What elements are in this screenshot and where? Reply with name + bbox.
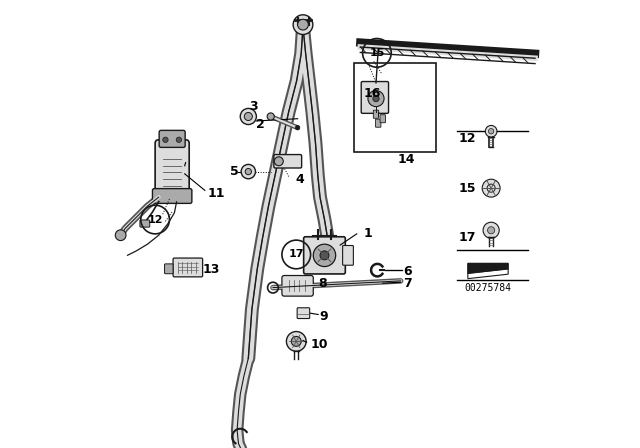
Circle shape — [275, 157, 284, 166]
FancyBboxPatch shape — [173, 258, 203, 277]
Text: 2: 2 — [257, 118, 265, 131]
Text: 15: 15 — [369, 48, 385, 58]
Text: 1: 1 — [364, 227, 372, 241]
Text: 6: 6 — [403, 264, 412, 278]
FancyBboxPatch shape — [140, 220, 150, 227]
Circle shape — [488, 227, 495, 234]
Text: 00275784: 00275784 — [465, 283, 511, 293]
FancyBboxPatch shape — [376, 119, 381, 127]
Circle shape — [245, 168, 252, 175]
FancyBboxPatch shape — [361, 82, 388, 113]
FancyBboxPatch shape — [282, 276, 314, 296]
Text: 9: 9 — [319, 310, 328, 323]
Circle shape — [368, 90, 384, 107]
Circle shape — [115, 230, 126, 241]
Text: 15: 15 — [459, 181, 476, 195]
Circle shape — [293, 15, 313, 34]
FancyBboxPatch shape — [164, 264, 173, 274]
Circle shape — [267, 113, 275, 120]
Circle shape — [373, 95, 379, 102]
FancyBboxPatch shape — [274, 155, 301, 168]
Text: 12: 12 — [459, 132, 476, 146]
Circle shape — [320, 251, 329, 260]
FancyBboxPatch shape — [152, 189, 192, 203]
Circle shape — [482, 179, 500, 197]
Text: 5: 5 — [230, 165, 239, 178]
Bar — [353, 63, 436, 152]
Circle shape — [291, 336, 301, 346]
Circle shape — [287, 332, 306, 351]
Text: 13: 13 — [203, 263, 220, 276]
Text: 11: 11 — [207, 187, 225, 200]
Circle shape — [240, 108, 257, 125]
Text: 7: 7 — [403, 276, 412, 290]
Circle shape — [244, 112, 252, 121]
Circle shape — [295, 125, 300, 130]
FancyBboxPatch shape — [380, 115, 385, 123]
Text: 17: 17 — [289, 250, 304, 259]
Text: 4: 4 — [296, 172, 304, 186]
Circle shape — [241, 164, 255, 179]
Text: 14: 14 — [397, 153, 415, 167]
Circle shape — [176, 137, 182, 142]
Circle shape — [485, 125, 497, 137]
FancyBboxPatch shape — [159, 130, 185, 147]
Text: 8: 8 — [318, 276, 327, 290]
Text: 16: 16 — [364, 86, 381, 100]
Polygon shape — [468, 263, 508, 273]
FancyBboxPatch shape — [155, 140, 189, 196]
Circle shape — [488, 129, 494, 134]
FancyBboxPatch shape — [373, 110, 379, 118]
FancyBboxPatch shape — [297, 308, 310, 319]
Circle shape — [298, 19, 308, 30]
FancyBboxPatch shape — [342, 246, 353, 265]
Circle shape — [483, 222, 499, 238]
FancyBboxPatch shape — [303, 237, 346, 274]
Text: 10: 10 — [310, 337, 328, 351]
Text: 17: 17 — [459, 231, 476, 244]
Text: 3: 3 — [250, 100, 259, 113]
Circle shape — [163, 137, 168, 142]
Circle shape — [314, 244, 336, 267]
Text: 12: 12 — [147, 215, 163, 224]
